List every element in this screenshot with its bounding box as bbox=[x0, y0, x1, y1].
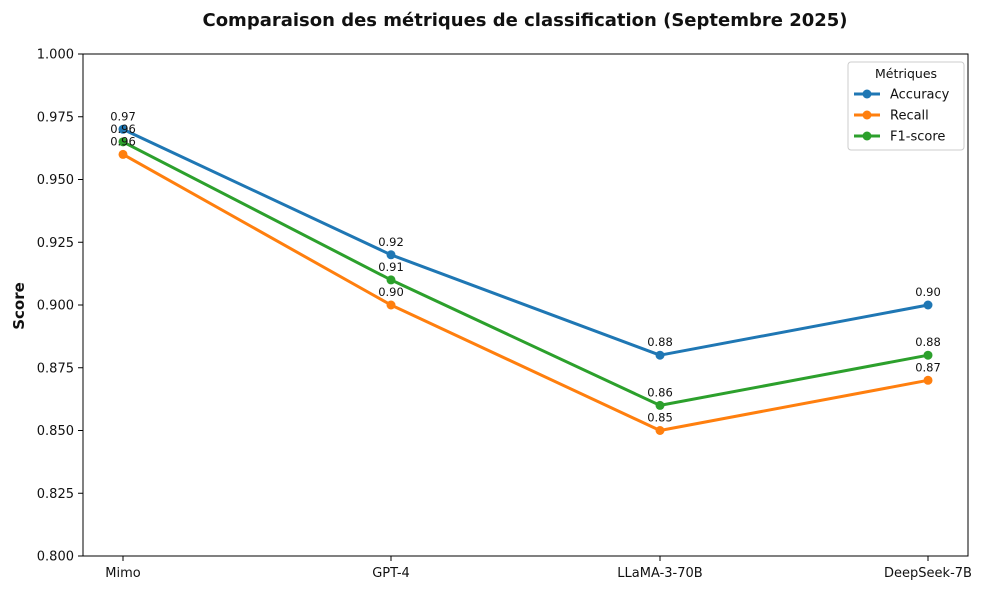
legend-entry-label: F1-score bbox=[890, 130, 945, 145]
data-point-accuracy bbox=[923, 300, 933, 310]
y-tick-label: 0.925 bbox=[37, 236, 74, 251]
data-point-recall bbox=[923, 375, 933, 385]
y-tick-label: 0.975 bbox=[37, 110, 74, 125]
data-point-accuracy bbox=[118, 124, 128, 134]
data-label: 0.87 bbox=[915, 360, 941, 374]
y-tick-label: 1.000 bbox=[37, 48, 74, 63]
legend-swatch-marker bbox=[862, 89, 872, 99]
data-label: 0.91 bbox=[378, 260, 404, 274]
x-axis: Mimo GPT-4 LLaMA-3-70B DeepSeek-7B bbox=[105, 556, 972, 581]
y-axis-label: Score bbox=[10, 282, 28, 330]
data-point-accuracy bbox=[386, 250, 396, 260]
series-line-f1-score bbox=[122, 140, 929, 407]
data-point-f1-score bbox=[923, 350, 933, 360]
chart-title: Comparaison des métriques de classificat… bbox=[202, 10, 847, 31]
legend-title: Métriques bbox=[875, 66, 937, 81]
x-tick-label: LLaMA-3-70B bbox=[617, 566, 702, 581]
y-tick-label: 0.950 bbox=[37, 173, 74, 188]
x-tick-label: Mimo bbox=[105, 566, 140, 581]
data-label: 0.96 bbox=[110, 122, 136, 136]
data-point-f1-score bbox=[118, 137, 128, 147]
data-label: 0.97 bbox=[110, 109, 136, 123]
x-tick-label: GPT-4 bbox=[372, 566, 410, 581]
y-tick-label: 0.800 bbox=[37, 550, 74, 565]
data-label: 0.86 bbox=[647, 385, 673, 399]
y-tick-label: 0.875 bbox=[37, 361, 74, 376]
data-label: 0.88 bbox=[915, 335, 941, 349]
data-label: 0.92 bbox=[378, 235, 404, 249]
data-labels: 0.97 0.92 0.88 0.90 0.96 0.90 0.85 0.87 0.96 0.91… bbox=[110, 109, 941, 424]
x-tick-label: DeepSeek-7B bbox=[884, 566, 972, 581]
legend-swatch-marker bbox=[862, 131, 872, 141]
legend-box bbox=[847, 61, 965, 151]
data-label: 0.90 bbox=[378, 285, 404, 299]
data-point-f1-score bbox=[655, 400, 665, 410]
data-point-recall bbox=[118, 149, 128, 159]
series-group bbox=[118, 124, 933, 435]
data-point-f1-score bbox=[386, 275, 396, 285]
data-label: 0.88 bbox=[647, 335, 673, 349]
series-line-accuracy bbox=[122, 127, 929, 357]
legend-entry-label: Recall bbox=[890, 109, 929, 124]
data-label: 0.96 bbox=[110, 134, 136, 148]
data-label: 0.90 bbox=[915, 285, 941, 299]
y-axis: 0.800 0.825 0.850 0.875 0.900 0.925 0.950 0.975… bbox=[37, 48, 83, 565]
data-point-recall bbox=[386, 300, 396, 310]
series-line-recall bbox=[122, 153, 929, 432]
legend: Métriques Accuracy Recall F1-score bbox=[847, 61, 965, 151]
y-tick-label: 0.825 bbox=[37, 487, 74, 502]
y-tick-label: 0.900 bbox=[37, 299, 74, 314]
legend-entry-label: Accuracy bbox=[890, 88, 950, 103]
legend-swatch-marker bbox=[862, 110, 872, 120]
data-point-recall bbox=[655, 426, 665, 435]
data-label: 0.85 bbox=[647, 411, 673, 425]
y-tick-label: 0.850 bbox=[37, 424, 74, 439]
data-point-accuracy bbox=[655, 350, 665, 360]
